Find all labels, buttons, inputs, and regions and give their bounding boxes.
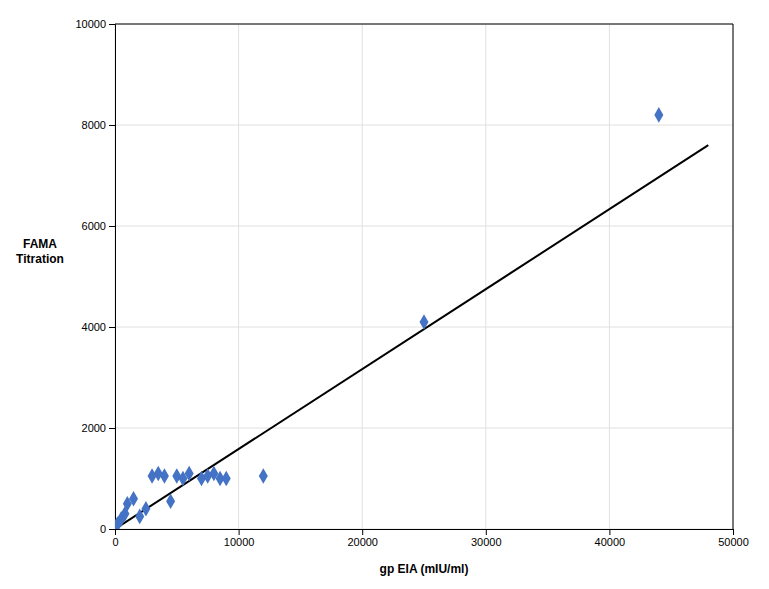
- y-tick: 8000: [82, 119, 115, 131]
- x-axis-label: gp EIA (mIU/ml): [380, 562, 469, 576]
- y-axis-label: FAMATitration: [16, 237, 64, 265]
- point: [141, 501, 150, 517]
- y-tick: 4000: [82, 321, 115, 333]
- y-grid-line: [115, 24, 733, 25]
- x-tick-label: 10000: [224, 536, 255, 548]
- plot-area: 0 10000 20000 30000 40000 50000 0 2000 4000 6000 8…: [75, 18, 748, 548]
- y-axis: 0 2000 4000 6000 8000 10000: [75, 18, 115, 535]
- x-tick-mark: [733, 529, 734, 535]
- y-grid-line: [115, 125, 733, 126]
- y-axis-line: [109, 25, 116, 530]
- y-tick-label: 8000: [82, 119, 106, 131]
- y-tick-mark: [109, 529, 115, 530]
- x-grid-line: [609, 24, 610, 529]
- y-tick-mark: [109, 24, 115, 25]
- x-grid-line: [733, 24, 734, 529]
- chart: 0 10000 20000 30000 40000 50000 0 2000 4000 6000 8…: [0, 0, 769, 589]
- x-tick-label: 0: [112, 536, 118, 548]
- x-tick-mark: [362, 529, 363, 535]
- y-tick-mark: [109, 226, 115, 227]
- point: [160, 468, 169, 484]
- point: [259, 468, 268, 484]
- y-grid-line: [115, 428, 733, 429]
- y-tick-label: 10000: [75, 18, 106, 30]
- x-tick-label: 40000: [595, 536, 626, 548]
- x-tick-mark: [609, 529, 610, 535]
- y-tick-label: 6000: [82, 220, 106, 232]
- x-grid-line: [485, 24, 486, 529]
- point: [166, 493, 175, 509]
- y-tick-mark: [109, 125, 115, 126]
- y-tick: 2000: [82, 422, 115, 434]
- marks: [115, 107, 708, 529]
- x-grid-line: [238, 24, 239, 529]
- y-tick-label: 2000: [82, 422, 106, 434]
- frame-right: [733, 24, 734, 529]
- y-tick-mark: [109, 428, 115, 429]
- x-tick-label: 50000: [718, 536, 749, 548]
- y-axis-label-line: Titration: [16, 252, 64, 266]
- x-tick: 20000: [347, 529, 378, 548]
- y-tick: 10000: [75, 18, 115, 30]
- x-tick: 40000: [595, 529, 626, 548]
- line: [115, 145, 708, 529]
- grid: [115, 24, 733, 529]
- x-tick-mark: [239, 529, 240, 535]
- frame-top: [115, 24, 733, 25]
- x-tick-label: 20000: [347, 536, 378, 548]
- x-tick: 0: [112, 529, 118, 548]
- y-tick-label: 0: [100, 523, 106, 535]
- point: [222, 471, 231, 487]
- y-tick: 0: [100, 523, 115, 535]
- y-tick-mark: [109, 327, 115, 328]
- point: [420, 314, 429, 330]
- point: [185, 466, 194, 482]
- x-tick: 10000: [224, 529, 255, 548]
- x-axis-line: [116, 530, 734, 536]
- x-grid-line: [362, 24, 363, 529]
- x-tick-label: 30000: [471, 536, 502, 548]
- y-tick: 6000: [82, 220, 115, 232]
- point: [129, 491, 138, 507]
- point: [654, 107, 663, 123]
- y-grid-line: [115, 226, 733, 227]
- y-axis-label-line: FAMA: [23, 237, 57, 251]
- x-tick: 50000: [718, 529, 749, 548]
- y-tick-label: 4000: [82, 321, 106, 333]
- x-tick-mark: [486, 529, 487, 535]
- x-tick: 30000: [471, 529, 502, 548]
- x-axis: 0 10000 20000 30000 40000 50000: [112, 529, 748, 548]
